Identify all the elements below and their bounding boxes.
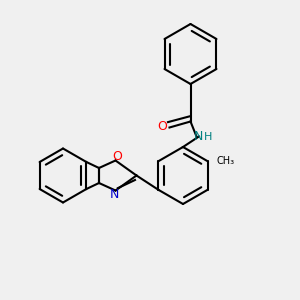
Text: CH₃: CH₃ bbox=[217, 156, 235, 166]
Text: O: O bbox=[112, 149, 122, 163]
Text: H: H bbox=[204, 131, 212, 142]
Text: N: N bbox=[109, 188, 119, 202]
Text: N: N bbox=[194, 130, 204, 143]
Text: O: O bbox=[157, 119, 167, 133]
